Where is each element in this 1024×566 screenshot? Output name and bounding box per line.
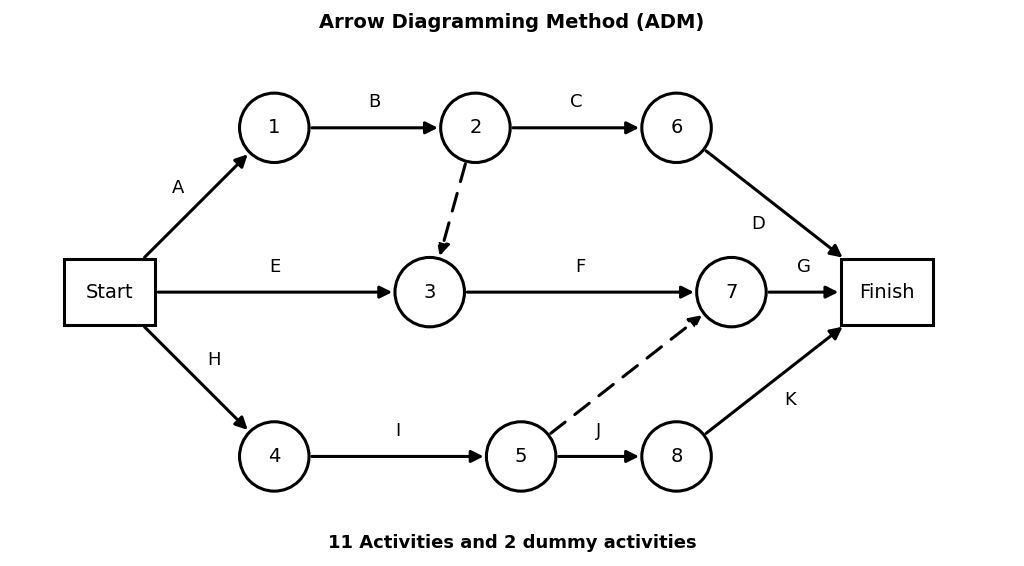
Circle shape [240,93,309,162]
Text: 3: 3 [424,282,436,302]
Text: 2: 2 [469,118,481,138]
Text: 4: 4 [268,447,281,466]
Text: 8: 8 [671,447,683,466]
Text: F: F [575,258,586,276]
Circle shape [642,422,712,491]
Text: 11 Activities and 2 dummy activities: 11 Activities and 2 dummy activities [328,534,696,552]
Text: Finish: Finish [859,282,914,302]
Text: C: C [569,93,583,112]
Circle shape [642,93,712,162]
Text: K: K [784,391,796,409]
Text: 6: 6 [671,118,683,138]
Text: G: G [797,258,811,276]
Text: B: B [369,93,381,112]
Text: Arrow Diagramming Method (ADM): Arrow Diagramming Method (ADM) [319,14,705,32]
Text: 7: 7 [725,282,737,302]
Circle shape [696,258,766,327]
FancyBboxPatch shape [63,259,156,325]
Circle shape [240,422,309,491]
Circle shape [440,93,510,162]
FancyBboxPatch shape [841,259,933,325]
Circle shape [486,422,556,491]
Text: H: H [208,351,221,370]
Text: Start: Start [86,282,133,302]
Text: A: A [172,179,184,197]
Text: E: E [269,258,281,276]
Circle shape [395,258,465,327]
Text: I: I [395,422,400,440]
Text: 5: 5 [515,447,527,466]
Text: 1: 1 [268,118,281,138]
Text: J: J [596,422,601,440]
Text: D: D [752,215,766,233]
